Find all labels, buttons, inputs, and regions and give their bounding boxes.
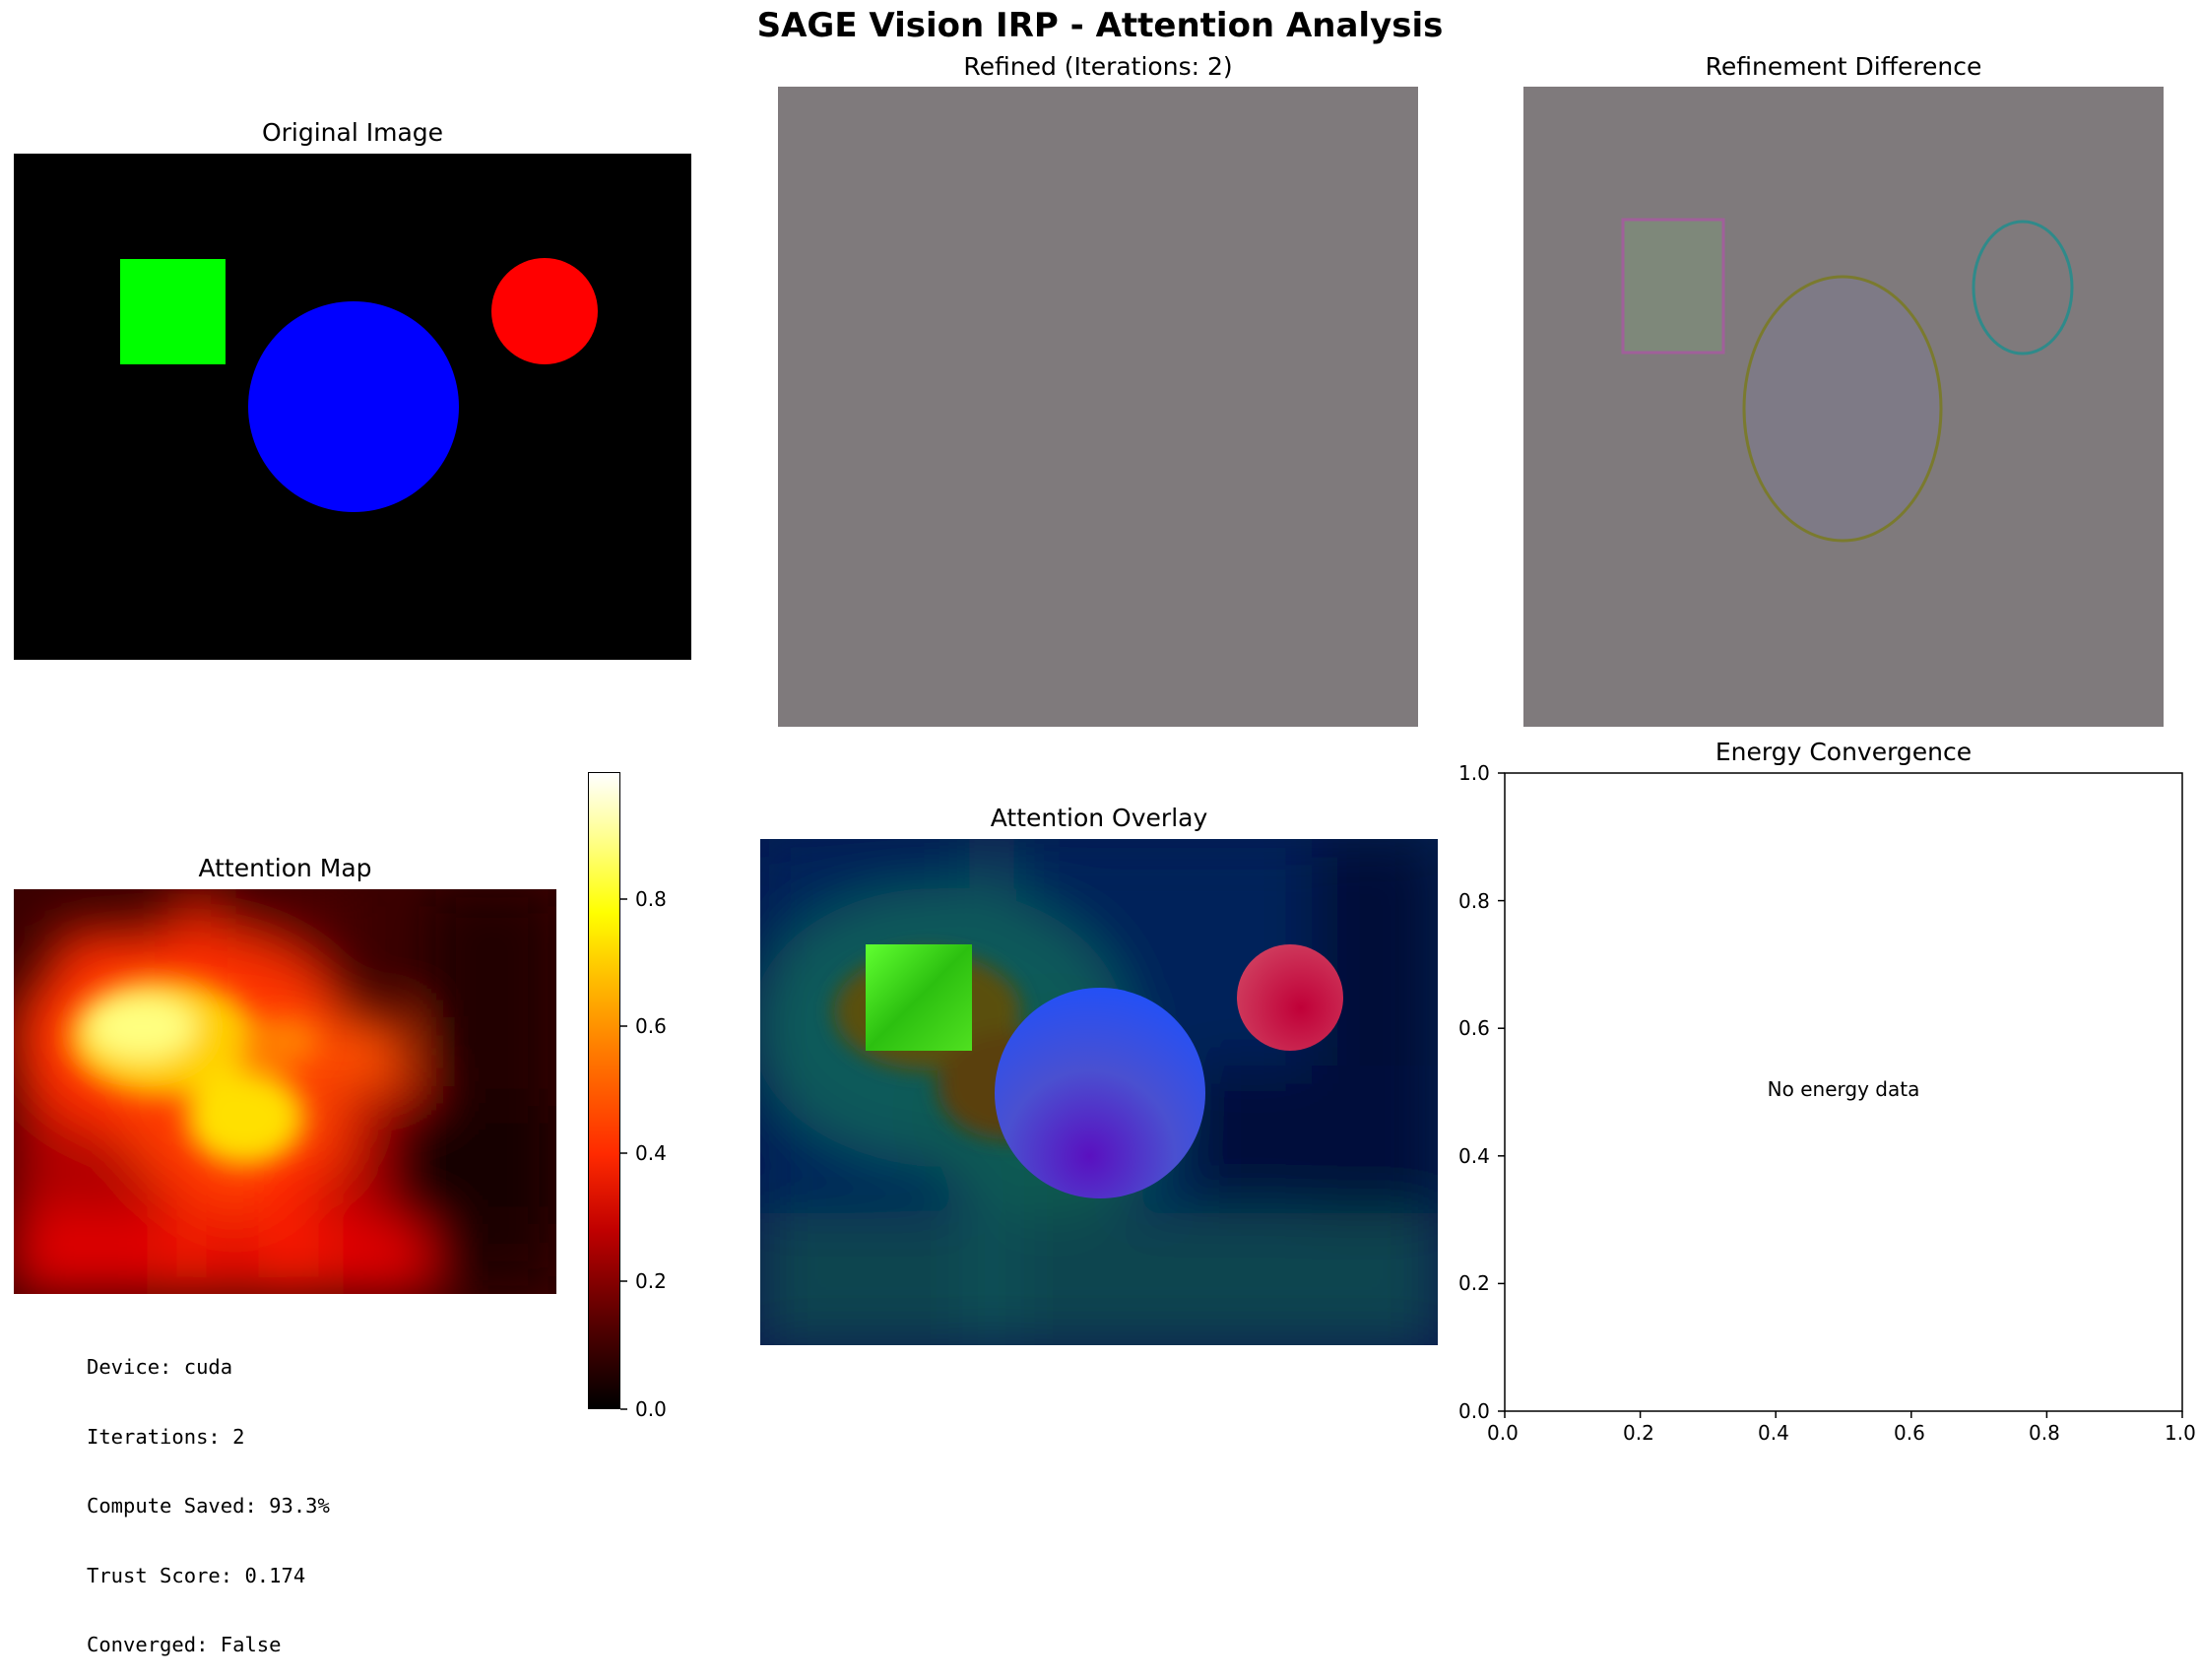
run-info: Device: cuda Iterations: 2 Compute Saved… bbox=[87, 1310, 330, 1680]
energy-ytick-0: 0.0 bbox=[1458, 1399, 1490, 1423]
energy-ytick-3: 0.6 bbox=[1458, 1016, 1490, 1040]
original-image bbox=[14, 154, 691, 660]
energy-ytick-1: 0.2 bbox=[1458, 1271, 1490, 1295]
blue-circle bbox=[248, 301, 459, 512]
attention-overlay-title: Attention Overlay bbox=[990, 804, 1208, 832]
difference-image-title: Refinement Difference bbox=[1705, 52, 1982, 81]
colorbar-tick-3: 0.6 bbox=[635, 1014, 667, 1038]
colorbar-ticks bbox=[620, 898, 627, 1410]
info-compute-saved: Compute Saved: 93.3% bbox=[87, 1494, 330, 1518]
figure-title: SAGE Vision IRP - Attention Analysis bbox=[756, 6, 1444, 45]
energy-xtick-2: 0.4 bbox=[1758, 1421, 1789, 1445]
energy-title: Energy Convergence bbox=[1715, 738, 1973, 766]
info-iterations: Iterations: 2 bbox=[87, 1424, 245, 1449]
difference-image bbox=[1523, 87, 2164, 727]
energy-ytick-4: 0.8 bbox=[1458, 889, 1490, 913]
attention-overlay-image bbox=[760, 839, 1438, 1345]
colorbar-tick-2: 0.4 bbox=[635, 1141, 667, 1165]
green-square bbox=[120, 259, 226, 364]
attention-colorbar bbox=[588, 772, 620, 1409]
info-converged: Converged: False bbox=[87, 1633, 282, 1656]
energy-xtick-1: 0.2 bbox=[1623, 1421, 1654, 1445]
red-circle bbox=[491, 258, 598, 364]
attention-map-image bbox=[14, 889, 556, 1294]
energy-xtick-4: 0.8 bbox=[2029, 1421, 2060, 1445]
info-device: Device: cuda bbox=[87, 1355, 233, 1379]
original-image-title: Original Image bbox=[261, 118, 444, 147]
energy-ytick-2: 0.4 bbox=[1458, 1144, 1490, 1168]
energy-plot bbox=[1498, 772, 2183, 1418]
energy-xtick-5: 1.0 bbox=[2165, 1421, 2196, 1445]
info-trust-score: Trust Score: 0.174 bbox=[87, 1563, 306, 1587]
energy-ytick-5: 1.0 bbox=[1458, 761, 1490, 785]
colorbar-tick-1: 0.2 bbox=[635, 1269, 667, 1293]
colorbar-tick-0: 0.0 bbox=[635, 1397, 667, 1421]
energy-xtick-0: 0.0 bbox=[1487, 1421, 1519, 1445]
attention-map-title: Attention Map bbox=[198, 854, 372, 882]
refined-image bbox=[778, 87, 1418, 727]
colorbar-tick-4: 0.8 bbox=[635, 887, 667, 911]
energy-y-ticks bbox=[1498, 772, 1505, 1412]
energy-x-ticks bbox=[1504, 1411, 2183, 1418]
energy-xtick-3: 0.6 bbox=[1894, 1421, 1925, 1445]
energy-axes-frame bbox=[1504, 772, 2183, 1412]
refined-image-title: Refined (Iterations: 2) bbox=[963, 52, 1233, 81]
energy-empty-message: No energy data bbox=[1767, 1077, 1920, 1101]
